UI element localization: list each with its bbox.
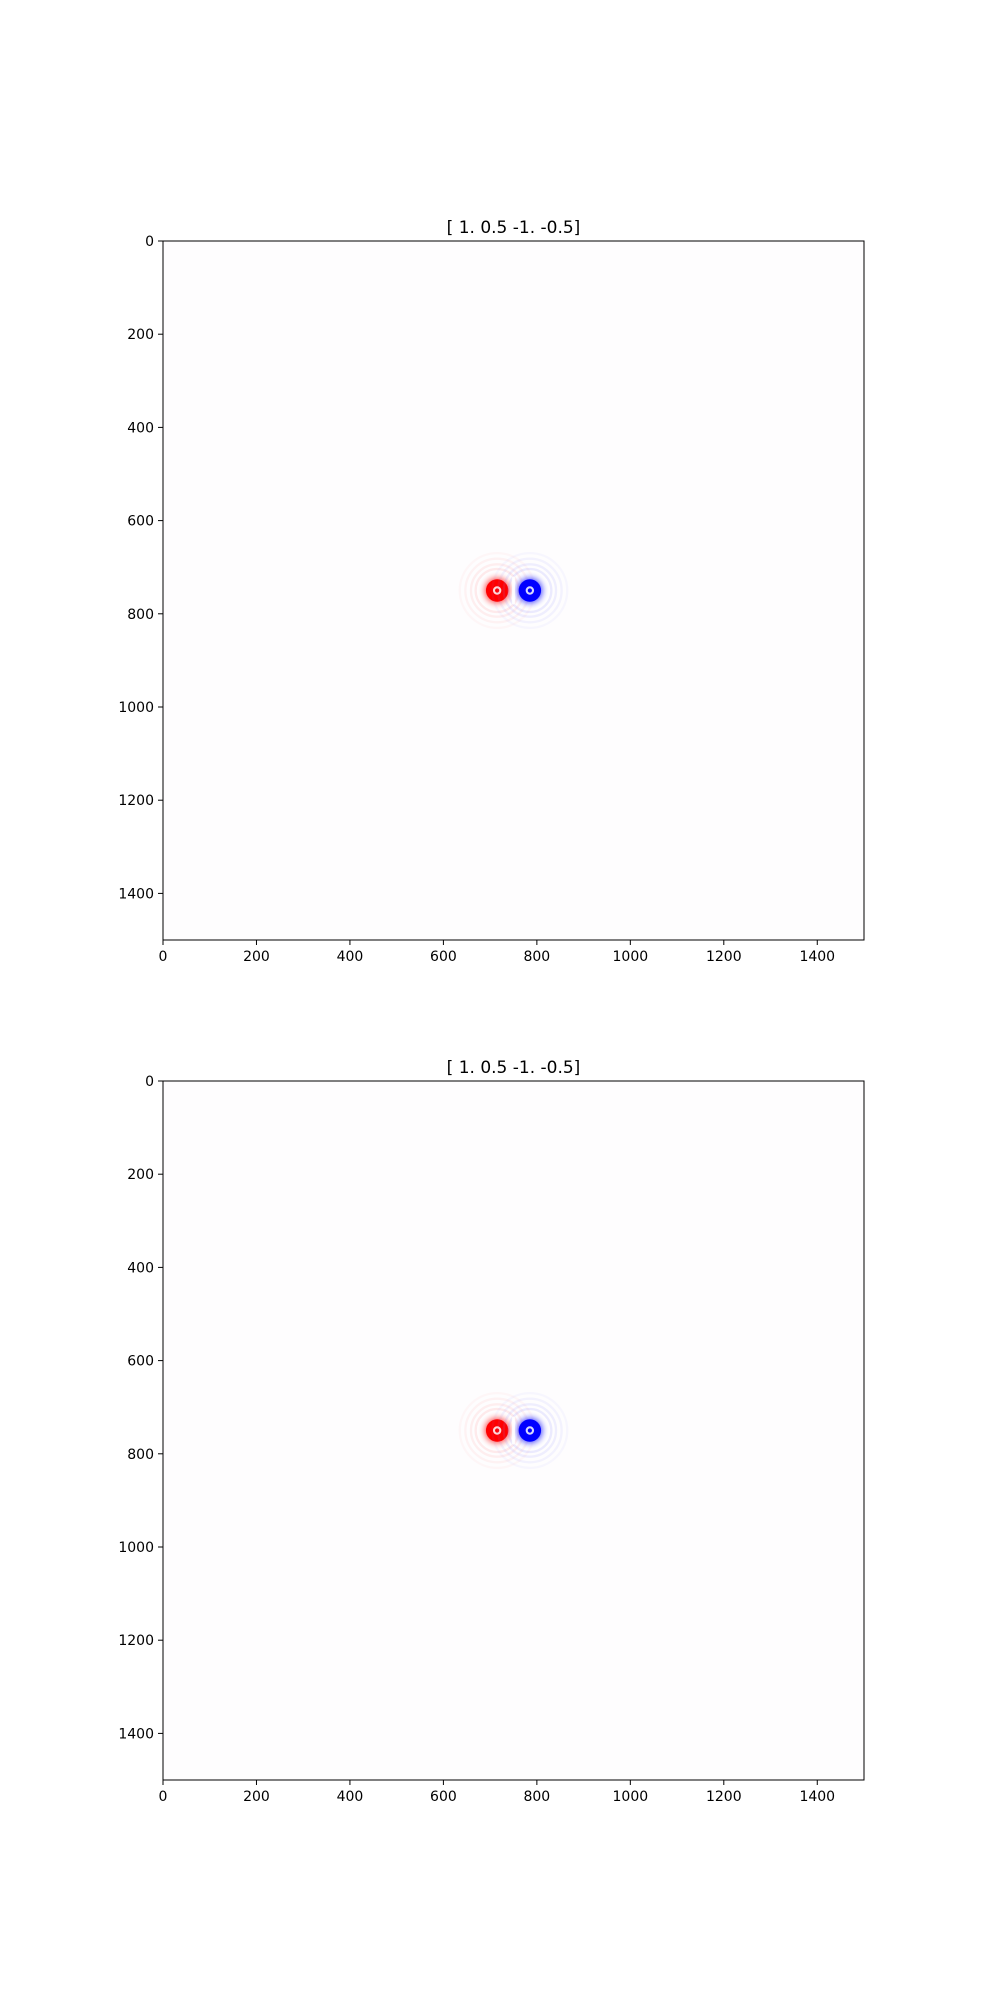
x-tick-label: 1200: [706, 949, 742, 965]
y-tick-label: 800: [127, 607, 154, 623]
ring: [507, 1407, 553, 1454]
ring: [502, 563, 558, 618]
x-tick-label: 400: [337, 1789, 364, 1805]
ring: [496, 557, 563, 624]
x-tick-label: 0: [159, 1789, 168, 1805]
y-tick-label: 1000: [118, 700, 154, 716]
chart-title: [ 1. 0.5 -1. -0.5]: [447, 1058, 581, 1078]
y-tick-label: 1000: [118, 1540, 154, 1556]
ring: [502, 1403, 558, 1458]
positive-lobe: [458, 551, 536, 630]
chart-title: [ 1. 0.5 -1. -0.5]: [447, 218, 581, 238]
ring: [491, 551, 569, 630]
x-tick-label: 600: [430, 1789, 457, 1805]
y-tick-label: 200: [127, 327, 154, 343]
heatmap-image: [458, 1391, 569, 1470]
heatmap-panel: [ 1. 0.5 -1. -0.5] 0 200 400 600 800 1000 1200 1…: [118, 218, 865, 965]
lobe-center: [495, 1428, 500, 1433]
y-tick-label: 600: [127, 1354, 154, 1370]
ring: [491, 1391, 569, 1470]
negative-lobe: [491, 551, 569, 630]
x-tick-label: 1000: [613, 949, 649, 965]
y-tick-label: 1400: [118, 1726, 154, 1742]
x-tick-label: 400: [337, 949, 364, 965]
axes-frame: [162, 1080, 865, 1781]
y-tick-label: 200: [127, 1167, 154, 1183]
x-tick-label: 800: [523, 949, 550, 965]
y-tick-label: 1400: [118, 886, 154, 902]
x-tick-label: 800: [523, 1789, 550, 1805]
lobe-center: [495, 588, 500, 593]
y-tick-label: 1200: [118, 1633, 154, 1649]
x-tick-label: 600: [430, 949, 457, 965]
y-tick-label: 1200: [118, 793, 154, 809]
x-tick-label: 200: [243, 1789, 270, 1805]
x-tick-label: 200: [243, 949, 270, 965]
x-tick-label: 1000: [613, 1789, 649, 1805]
y-tick-label: 800: [127, 1447, 154, 1463]
ring: [507, 567, 553, 614]
lobe-center: [527, 588, 532, 593]
ring: [496, 1397, 563, 1464]
x-tick-label: 1400: [799, 1789, 835, 1805]
y-tick-label: 0: [145, 234, 154, 250]
lobe-seam: [512, 1416, 515, 1445]
lobe-center: [527, 1428, 532, 1433]
heatmap-panel: [ 1. 0.5 -1. -0.5] 0 200 400 600 800 1000 1200 1…: [118, 1058, 865, 1805]
x-tick-label: 1200: [706, 1789, 742, 1805]
y-tick-label: 600: [127, 514, 154, 530]
heatmap-image: [458, 551, 569, 630]
y-tick-label: 400: [127, 420, 154, 436]
y-tick-label: 0: [145, 1074, 154, 1090]
x-tick-label: 1400: [799, 949, 835, 965]
negative-lobe: [491, 1391, 569, 1470]
lobe-seam: [512, 576, 515, 605]
y-tick-label: 400: [127, 1260, 154, 1276]
x-tick-label: 0: [159, 949, 168, 965]
axes-frame: [162, 240, 865, 941]
